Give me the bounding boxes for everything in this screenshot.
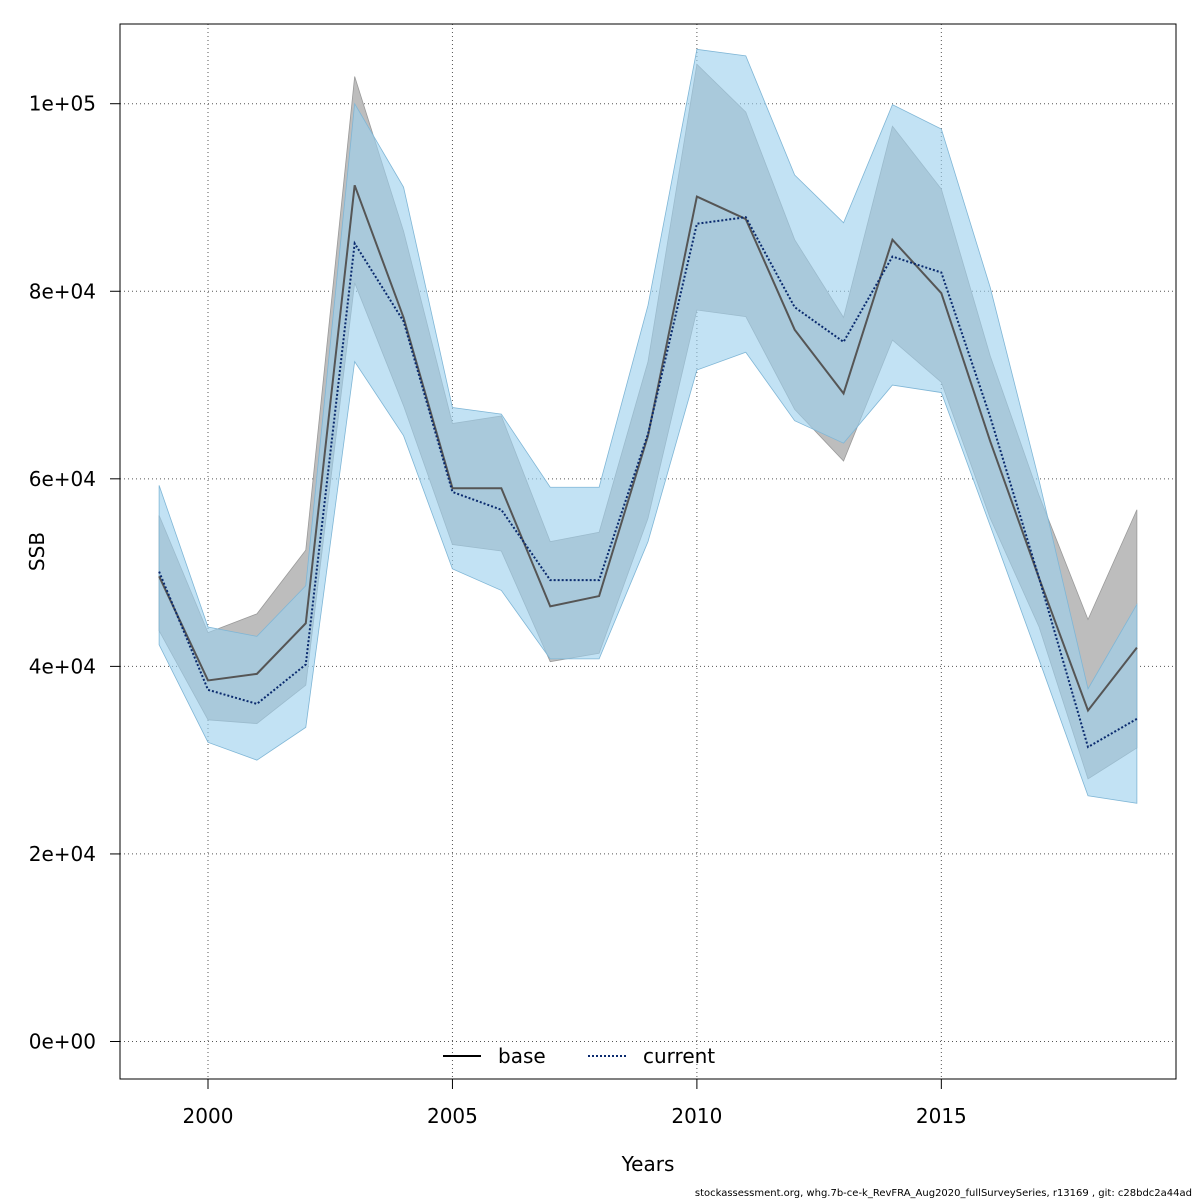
y-tick-label-0: 0e+00 <box>29 1029 96 1053</box>
y-tick-label-40000: 4e+04 <box>29 654 96 678</box>
x-axis-title: Years <box>621 1152 675 1176</box>
confidence-band-current <box>158 48 1138 804</box>
legend-item-base: base <box>443 1044 546 1068</box>
series-lines <box>158 184 1138 749</box>
confidence-bands <box>158 48 1138 804</box>
y-tick-label-60000: 6e+04 <box>29 467 96 491</box>
footer-credit: stockassessment.org, whg.7b-ce-k_RevFRA_… <box>694 1188 1192 1199</box>
x-axis: 2000 2005 2010 2015 <box>183 1078 967 1128</box>
legend-label-base: base <box>498 1044 546 1068</box>
x-tick-label-2005: 2005 <box>427 1104 478 1128</box>
y-axis: 0e+00 2e+04 4e+04 6e+04 8e+04 1e+05 <box>29 92 120 1053</box>
legend-label-current: current <box>643 1044 715 1068</box>
y-tick-label-80000: 8e+04 <box>29 279 96 303</box>
x-tick-label-2000: 2000 <box>183 1104 234 1128</box>
x-tick-label-2010: 2010 <box>671 1104 722 1128</box>
x-tick-label-2015: 2015 <box>916 1104 967 1128</box>
y-axis-title: SSB <box>25 532 49 571</box>
y-tick-label-100000: 1e+05 <box>29 92 96 116</box>
legend: base current <box>443 1044 715 1068</box>
legend-item-current: current <box>588 1044 715 1068</box>
y-tick-label-20000: 2e+04 <box>29 842 96 866</box>
